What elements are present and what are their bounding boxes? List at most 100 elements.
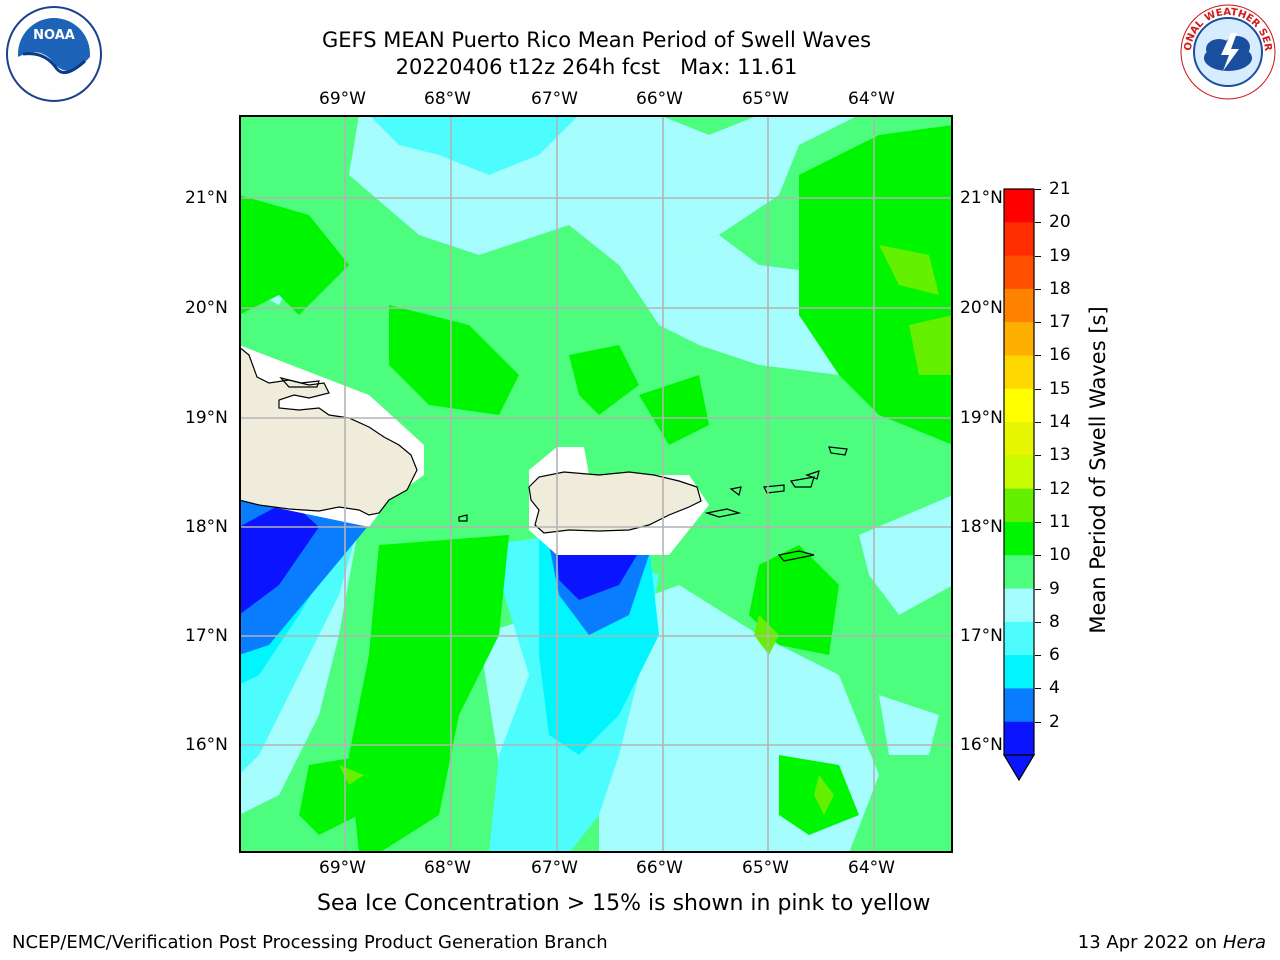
sea-ice-note: Sea Ice Concentration > 15% is shown in … xyxy=(317,891,931,916)
lat-tick-right-17n: 17°N xyxy=(960,626,1003,646)
lat-tick-left-19n: 19°N xyxy=(185,408,228,428)
colorbar-tick-mark xyxy=(1035,521,1041,523)
footer-machine: Hera xyxy=(1222,932,1266,953)
footer-date: 13 Apr 2022 on Hera xyxy=(1078,932,1266,954)
colorbar-ticks: 21 20 19 18 17 16 15 14 13 12 11 10 9 8 6 4 2 xyxy=(1035,179,1095,758)
field-region-cyan xyxy=(369,115,579,175)
colorbar-tick-label: 15 xyxy=(1049,378,1071,399)
colorbar-label: Mean Period of Swell Waves [s] xyxy=(1086,306,1110,634)
colorbar-swatch xyxy=(1004,721,1034,756)
lat-tick-right-16n: 16°N xyxy=(960,735,1003,755)
field-region-light-cyan xyxy=(619,235,879,375)
island-mona xyxy=(458,514,468,522)
colorbar-tick-mark xyxy=(1035,655,1041,657)
swell-period-field xyxy=(238,115,953,853)
noaa-logo: NOAA xyxy=(5,5,103,103)
colorbar-tick-label: 10 xyxy=(1049,545,1071,566)
lat-tick-left-21n: 21°N xyxy=(185,188,228,208)
field-region-yellow-green xyxy=(879,245,939,295)
island-virgin-islands xyxy=(763,446,848,494)
footer-branch: NCEP/EMC/Verification Post Processing Pr… xyxy=(12,932,608,953)
field-region-light-cyan xyxy=(859,495,953,615)
colorbar-tick-label: 13 xyxy=(1049,445,1071,466)
field-region-light-cyan xyxy=(879,695,939,755)
lon-tick-bottom-64w: 64°W xyxy=(848,858,895,878)
lat-tick-left-17n: 17°N xyxy=(185,626,228,646)
colorbar-tick-label: 18 xyxy=(1049,278,1071,299)
colorbar-swatch xyxy=(1004,422,1034,456)
lat-tick-left-16n: 16°N xyxy=(185,735,228,755)
colorbar-swatches xyxy=(1002,188,1036,782)
colorbar-under-arrow xyxy=(1002,754,1036,782)
colorbar xyxy=(1002,188,1036,782)
island-st-croix xyxy=(777,550,815,562)
colorbar-swatch xyxy=(1004,588,1034,623)
island-hispaniola-north xyxy=(279,376,320,388)
colorbar-tick-mark xyxy=(1035,322,1041,324)
noaa-logo-text: NOAA xyxy=(33,28,75,43)
colorbar-swatch xyxy=(1004,288,1034,323)
lat-tick-right-20n: 20°N xyxy=(960,298,1003,318)
field-region-deep-blue xyxy=(239,500,319,615)
colorbar-tick-label: 2 xyxy=(1049,711,1060,732)
colorbar-tick-label: 4 xyxy=(1049,678,1060,699)
lon-tick-top-64w: 64°W xyxy=(848,89,895,109)
colorbar-tick-mark xyxy=(1035,488,1041,490)
field-region-yellow-green xyxy=(754,615,779,655)
island-vieques xyxy=(704,508,742,518)
colorbar-frame xyxy=(1003,188,1035,756)
colorbar-tick-mark xyxy=(1035,555,1041,557)
field-region-green xyxy=(239,195,349,315)
colorbar-tick-label: 20 xyxy=(1049,212,1071,233)
colorbar-tick-mark xyxy=(1035,721,1041,723)
lat-tick-right-18n: 18°N xyxy=(960,517,1003,537)
colorbar-swatch xyxy=(1004,189,1034,223)
lon-tick-bottom-66w: 66°W xyxy=(636,858,683,878)
lon-tick-top-69w: 69°W xyxy=(319,89,366,109)
colorbar-swatch xyxy=(1004,688,1034,723)
colorbar-tick-mark xyxy=(1035,222,1041,224)
field-region-yellow-green xyxy=(909,315,953,375)
colorbar-tick-mark xyxy=(1035,455,1041,457)
colorbar-swatch xyxy=(1004,255,1034,290)
colorbar-tick-mark xyxy=(1035,588,1041,590)
colorbar-swatch xyxy=(1004,355,1034,390)
colorbar-tick-mark xyxy=(1035,422,1041,424)
field-region-green xyxy=(639,375,709,445)
colorbar-tick-mark xyxy=(1035,355,1041,357)
colorbar-swatch xyxy=(1004,521,1034,556)
lon-tick-bottom-65w: 65°W xyxy=(742,858,789,878)
colorbar-swatch xyxy=(1004,655,1034,689)
field-region-green xyxy=(389,305,519,415)
footer-date-text: 13 Apr 2022 on xyxy=(1077,932,1223,953)
lon-tick-bottom-69w: 69°W xyxy=(319,858,366,878)
colorbar-tick-label: 14 xyxy=(1049,412,1071,433)
colorbar-tick-label: 19 xyxy=(1049,245,1071,266)
map-title-line1: GEFS MEAN Puerto Rico Mean Period of Swe… xyxy=(321,28,872,52)
colorbar-tick-mark xyxy=(1035,621,1041,623)
field-region-green xyxy=(799,125,953,445)
colorbar-swatch xyxy=(1004,388,1034,423)
colorbar-tick-mark xyxy=(1035,189,1041,190)
colorbar-tick-label: 12 xyxy=(1049,478,1071,499)
lon-tick-top-68w: 68°W xyxy=(424,89,471,109)
nws-logo: NATIONAL WEATHER SERVICE xyxy=(1175,0,1277,101)
lat-tick-right-19n: 19°N xyxy=(960,408,1003,428)
plot-frame xyxy=(239,115,953,853)
field-region-cyan xyxy=(239,525,359,775)
lon-tick-top-66w: 66°W xyxy=(636,89,683,109)
colorbar-swatch xyxy=(1004,222,1034,257)
colorbar-swatch xyxy=(1004,455,1034,490)
lat-tick-left-18n: 18°N xyxy=(185,517,228,537)
lon-tick-bottom-67w: 67°W xyxy=(531,858,578,878)
map-plot xyxy=(238,115,953,853)
colorbar-tick-mark xyxy=(1035,288,1041,290)
field-region-yellow-green xyxy=(814,775,834,815)
colorbar-tick-label: 17 xyxy=(1049,312,1071,333)
field-region-green xyxy=(349,535,509,853)
field-region-green xyxy=(569,345,639,415)
colorbar-swatch xyxy=(1004,488,1034,523)
colorbar-tick-label: 8 xyxy=(1049,611,1060,632)
field-region-deep-blue xyxy=(557,555,637,600)
island-culebra xyxy=(729,486,742,497)
